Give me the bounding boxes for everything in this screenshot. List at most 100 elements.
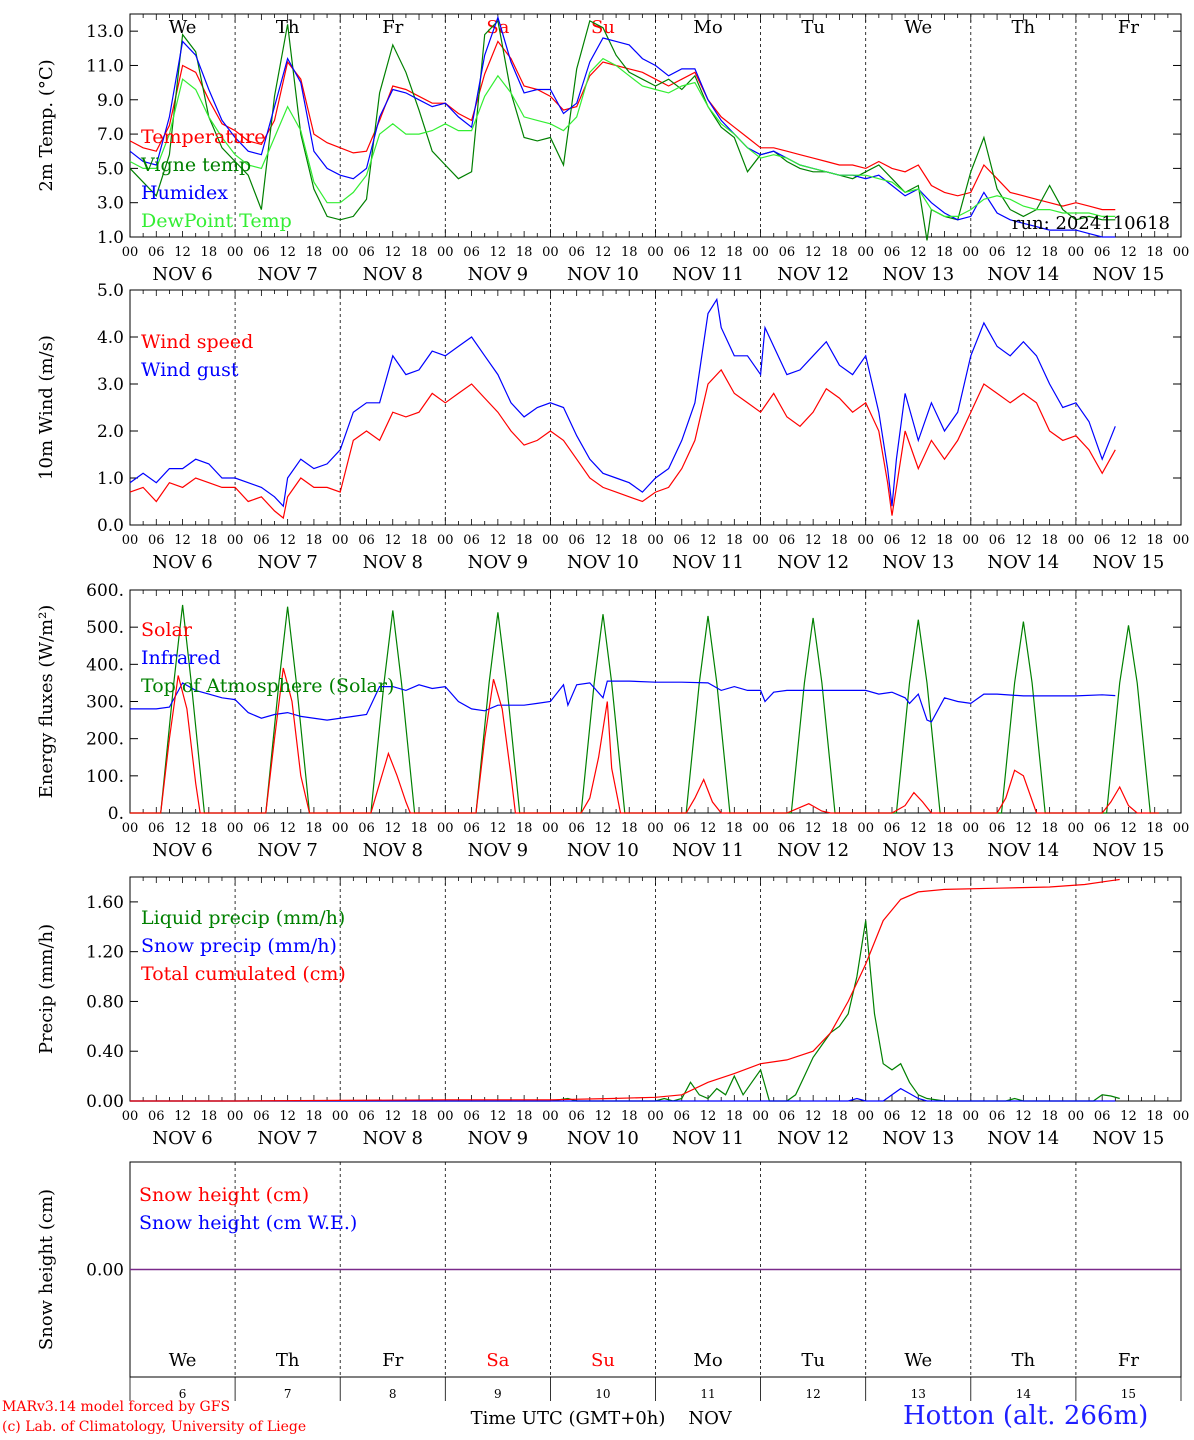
y-tick-label: 1.20 <box>86 943 124 963</box>
legend-entry: Liquid precip (mm/h) <box>141 907 345 929</box>
hour-label: 00 <box>542 245 559 260</box>
hour-label: 00 <box>647 245 664 260</box>
hour-label: 18 <box>1146 245 1163 260</box>
y-tick-label: 0.40 <box>86 1042 124 1062</box>
hour-label: 06 <box>674 821 691 836</box>
station-title: Hotton (alt. 266m) <box>903 1401 1149 1431</box>
hour-label: 00 <box>857 1109 874 1124</box>
hour-label: 06 <box>779 1109 796 1124</box>
y-tick-label: 7.0 <box>97 125 124 145</box>
day-number: 12 <box>806 1387 821 1401</box>
hour-label: 18 <box>306 821 323 836</box>
hour-label: 00 <box>1173 821 1190 836</box>
hour-label: 12 <box>1015 533 1032 548</box>
hour-label: 00 <box>437 1109 454 1124</box>
hour-label: 12 <box>174 245 191 260</box>
date-label: NOV 11 <box>672 1128 744 1149</box>
hour-label: 18 <box>621 821 638 836</box>
hour-label: 18 <box>831 533 848 548</box>
legend-entry: Total cumulated (cm) <box>141 963 346 985</box>
day-number: 7 <box>284 1387 292 1401</box>
hour-label: 00 <box>963 821 980 836</box>
date-label: NOV 14 <box>987 840 1059 861</box>
hour-label: 06 <box>884 245 901 260</box>
hour-label: 00 <box>647 821 664 836</box>
y-tick-label: 4.0 <box>97 328 124 348</box>
hour-label: 06 <box>463 1109 480 1124</box>
hour-label: 12 <box>700 821 717 836</box>
date-label: NOV 13 <box>882 1128 954 1149</box>
hour-label: 06 <box>989 821 1006 836</box>
hour-label: 18 <box>411 533 428 548</box>
day-name: Tu <box>801 1350 825 1371</box>
hour-label: 12 <box>805 533 822 548</box>
hour-label: 18 <box>936 1109 953 1124</box>
y-tick-label: 3.0 <box>97 194 124 214</box>
date-label: NOV 10 <box>567 552 639 573</box>
hour-label: 06 <box>148 821 165 836</box>
hour-label: 06 <box>989 1109 1006 1124</box>
hour-label: 06 <box>463 821 480 836</box>
hour-label: 00 <box>542 821 559 836</box>
hour-label: 06 <box>568 1109 585 1124</box>
hour-label: 00 <box>542 533 559 548</box>
day-number: 15 <box>1121 1387 1136 1401</box>
hour-label: 06 <box>884 1109 901 1124</box>
series-line <box>129 19 1116 241</box>
hour-label: 12 <box>910 245 927 260</box>
hour-label: 12 <box>595 1109 612 1124</box>
hour-label: 12 <box>174 1109 191 1124</box>
hour-label: 06 <box>1094 821 1111 836</box>
legend-entry: Snow height (cm W.E.) <box>139 1212 357 1234</box>
hour-label: 18 <box>936 245 953 260</box>
hour-label: 00 <box>332 533 349 548</box>
hour-label: 18 <box>621 245 638 260</box>
y-tick-label: 500. <box>86 618 124 638</box>
date-label: NOV 10 <box>567 1128 639 1149</box>
date-label: NOV 9 <box>468 1128 528 1149</box>
day-number: 8 <box>389 1387 397 1401</box>
legend-entry: Humidex <box>141 182 228 204</box>
hour-label: 00 <box>122 533 139 548</box>
date-label: NOV 6 <box>152 552 212 573</box>
day-name: Fr <box>382 1350 403 1371</box>
date-label: NOV 11 <box>672 264 744 285</box>
hour-label: 00 <box>227 821 244 836</box>
hour-label: 00 <box>752 245 769 260</box>
hour-label: 00 <box>857 245 874 260</box>
hour-label: 06 <box>779 245 796 260</box>
y-axis-label: 10m Wind (m/s) <box>36 335 57 480</box>
y-tick-label: 9.0 <box>97 91 124 111</box>
hour-label: 12 <box>910 821 927 836</box>
hour-label: 12 <box>910 1109 927 1124</box>
hour-label: 12 <box>805 1109 822 1124</box>
hour-label: 12 <box>595 245 612 260</box>
date-label: NOV 14 <box>987 264 1059 285</box>
hour-label: 12 <box>1015 821 1032 836</box>
y-axis-label: Precip (mm/h) <box>36 924 57 1054</box>
hour-label: 18 <box>726 1109 743 1124</box>
hour-label: 00 <box>857 533 874 548</box>
hour-label: 12 <box>174 533 191 548</box>
date-label: NOV 10 <box>567 840 639 861</box>
hour-label: 06 <box>1094 533 1111 548</box>
hour-label: 06 <box>568 821 585 836</box>
hour-label: 12 <box>384 533 401 548</box>
hour-label: 06 <box>779 821 796 836</box>
date-label: NOV 15 <box>1093 552 1165 573</box>
hour-label: 00 <box>227 1109 244 1124</box>
y-tick-label: 600. <box>86 581 124 601</box>
hour-label: 00 <box>122 821 139 836</box>
legend-entry: Top of Atmosphere (Solar) <box>141 675 394 697</box>
date-label: NOV 10 <box>567 264 639 285</box>
hour-label: 00 <box>1173 533 1190 548</box>
hour-label: 00 <box>227 533 244 548</box>
date-label: NOV 8 <box>363 1128 423 1149</box>
hour-label: 00 <box>963 1109 980 1124</box>
y-tick-label: 0.00 <box>86 1261 124 1281</box>
hour-label: 06 <box>1094 1109 1111 1124</box>
hour-label: 06 <box>463 533 480 548</box>
hour-label: 00 <box>1173 1109 1190 1124</box>
hour-label: 18 <box>516 533 533 548</box>
